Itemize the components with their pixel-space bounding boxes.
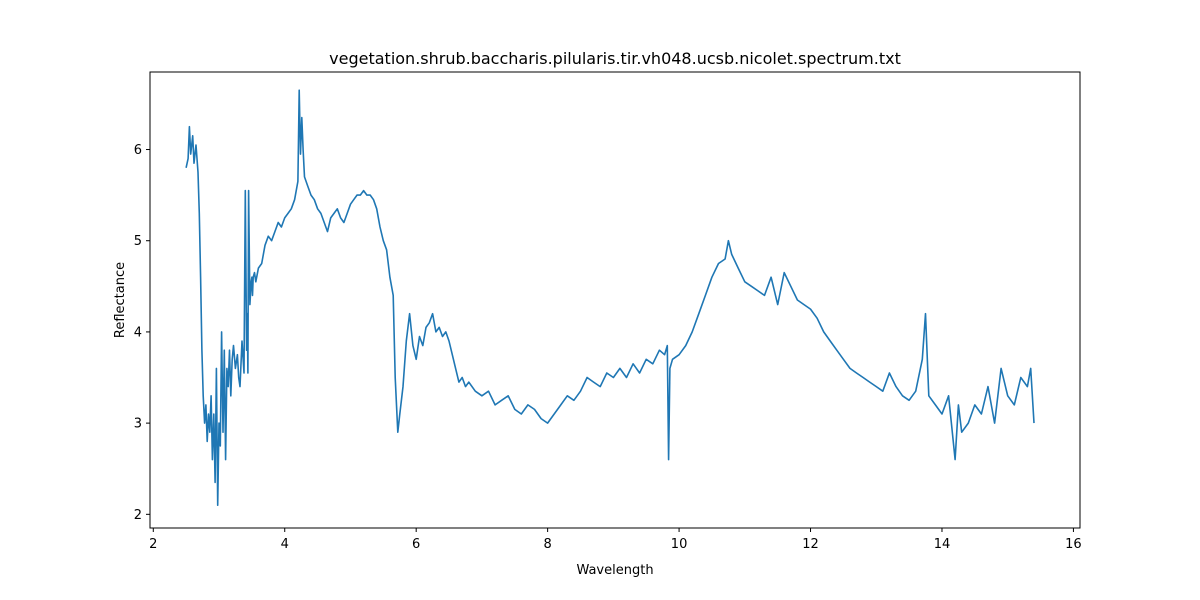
x-tick-label: 10 <box>671 537 688 552</box>
y-tick-label: 5 <box>134 234 142 249</box>
x-tick-label: 6 <box>412 537 420 552</box>
x-tick-label: 14 <box>934 537 951 552</box>
series-line-0 <box>185 89 1035 506</box>
y-tick-label: 6 <box>134 143 142 158</box>
chart-title: vegetation.shrub.baccharis.pilularis.tir… <box>329 49 901 68</box>
x-axis-label: Wavelength <box>576 563 653 578</box>
x-axis-ticks: 2 4 6 8 10 12 14 16 <box>149 528 1082 552</box>
plot-area <box>185 89 1035 506</box>
y-axis-label: Reflectance <box>113 262 128 338</box>
y-tick-label: 3 <box>134 417 142 432</box>
x-tick-label: 2 <box>149 537 157 552</box>
y-axis-ticks: 2 3 4 5 6 <box>134 143 150 523</box>
x-tick-label: 16 <box>1065 537 1082 552</box>
y-tick-label: 2 <box>134 508 142 523</box>
axes-frame <box>149 71 1081 529</box>
y-tick-label: 4 <box>134 325 142 340</box>
x-tick-label: 4 <box>281 537 289 552</box>
x-tick-label: 12 <box>802 537 819 552</box>
x-tick-label: 8 <box>543 537 551 552</box>
